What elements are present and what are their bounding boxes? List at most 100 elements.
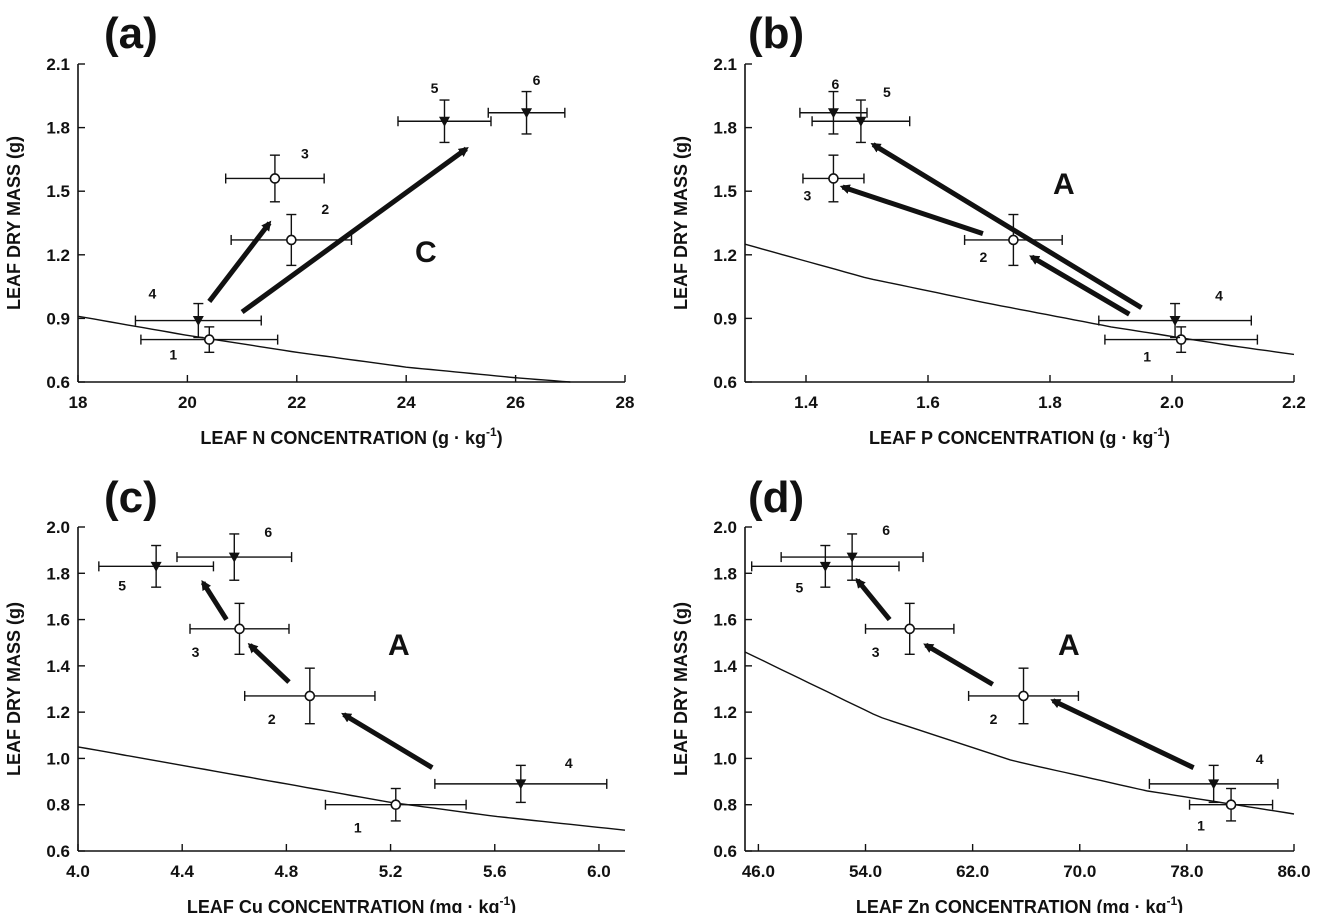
x-tick-label: 4.4 bbox=[170, 862, 194, 881]
y-tick-label: 0.8 bbox=[46, 796, 70, 815]
y-tick-label: 2.1 bbox=[713, 55, 737, 74]
y-tick-label: 1.8 bbox=[713, 564, 737, 583]
x-tick-label: 70.0 bbox=[1063, 862, 1096, 881]
y-tick-label: 1.6 bbox=[713, 611, 737, 630]
panel-label: (d) bbox=[748, 473, 804, 522]
point-label: 1 bbox=[1197, 818, 1205, 834]
fit-curve bbox=[744, 243, 1295, 356]
panel-label: (a) bbox=[104, 9, 158, 58]
point-label: 1 bbox=[1143, 349, 1151, 365]
panel-b: (b) 1.4 1.6 1.8 2.0 2.2 0.6 0.9 1.2 1.5 1.8 2.1 LEAF… bbox=[671, 9, 1306, 448]
trend-arrow bbox=[207, 220, 272, 303]
data-point-filled-triangle bbox=[1169, 316, 1181, 327]
y-tick-label: 1.2 bbox=[46, 246, 70, 265]
panel-label: (c) bbox=[104, 473, 158, 522]
x-tick-label: 5.2 bbox=[379, 862, 403, 881]
data-point-open-circle bbox=[828, 173, 839, 184]
trend-arrow bbox=[923, 642, 994, 687]
data-point-open-circle bbox=[234, 623, 245, 635]
x-axis-title: LEAF Cu CONCENTRATION (mg · kg-1) bbox=[187, 894, 516, 913]
point-label: 4 bbox=[1256, 751, 1264, 767]
y-tick-label: 1.2 bbox=[46, 703, 70, 722]
point-label: 5 bbox=[883, 84, 891, 100]
panel-label: (b) bbox=[748, 9, 804, 58]
y-tick-label: 1.0 bbox=[713, 749, 737, 768]
y-tick-label: 0.8 bbox=[713, 796, 737, 815]
data-point-filled-triangle bbox=[150, 561, 162, 572]
data-point-filled-triangle bbox=[827, 108, 839, 119]
point-label: 4 bbox=[1215, 288, 1223, 304]
point-label: 6 bbox=[832, 76, 840, 92]
x-axis-title: LEAF P CONCENTRATION (g · kg-1) bbox=[869, 425, 1170, 448]
data-point-filled-triangle bbox=[521, 108, 533, 119]
y-tick-label: 1.4 bbox=[713, 657, 737, 676]
data-point-open-circle bbox=[1225, 799, 1237, 811]
data-point-filled-triangle bbox=[846, 552, 858, 563]
y-tick-label: 1.4 bbox=[46, 657, 70, 676]
data-point-open-circle bbox=[269, 173, 281, 184]
data-point-filled-triangle bbox=[515, 779, 527, 790]
y-axis-title: LEAF DRY MASS (g) bbox=[4, 602, 24, 776]
point-label: 5 bbox=[118, 577, 126, 593]
x-tick-label: 26 bbox=[506, 393, 525, 412]
region-letter: A bbox=[1058, 629, 1080, 662]
x-axis-title: LEAF N CONCENTRATION (g · kg-1) bbox=[200, 425, 502, 448]
data-point-open-circle bbox=[286, 234, 297, 246]
x-tick-label: 62.0 bbox=[956, 862, 989, 881]
point-label: 3 bbox=[301, 145, 309, 161]
y-tick-label: 1.8 bbox=[46, 119, 70, 138]
y-tick-label: 2.0 bbox=[46, 518, 70, 537]
point-label: 2 bbox=[980, 249, 988, 265]
data-point-open-circle bbox=[1018, 690, 1029, 702]
point-label: 6 bbox=[533, 72, 541, 88]
point-label: 2 bbox=[321, 201, 329, 217]
y-tick-label: 1.8 bbox=[713, 119, 737, 138]
point-label: 3 bbox=[192, 644, 200, 660]
y-tick-label: 1.0 bbox=[46, 749, 70, 768]
y-tick-label: 1.8 bbox=[46, 564, 70, 583]
trend-arrow bbox=[855, 577, 892, 622]
fit-curve bbox=[744, 651, 1295, 815]
y-axis-title: LEAF DRY MASS (g) bbox=[4, 136, 24, 310]
panel-d: (d)46.0 54.0 62.0 70.0 78.0 86.00.60.81.01.21… bbox=[671, 473, 1311, 913]
data-point-filled-triangle bbox=[438, 116, 450, 127]
y-axis-title: LEAF DRY MASS (g) bbox=[671, 136, 691, 310]
point-label: 3 bbox=[804, 187, 812, 203]
y-tick-label: 0.6 bbox=[713, 842, 737, 861]
x-tick-label: 78.0 bbox=[1170, 862, 1203, 881]
y-tick-label: 0.9 bbox=[46, 309, 70, 328]
y-tick-label: 1.5 bbox=[713, 182, 737, 201]
data-point-open-circle bbox=[203, 334, 215, 345]
trend-arrow bbox=[200, 580, 229, 621]
x-axis-title: LEAF Zn CONCENTRATION (mg · kg-1) bbox=[856, 894, 1183, 913]
data-point-open-circle bbox=[1008, 234, 1019, 246]
x-tick-label: 2.2 bbox=[1282, 393, 1306, 412]
x-tick-label: 20 bbox=[178, 393, 197, 412]
trend-arrow bbox=[870, 142, 1143, 310]
trend-arrow bbox=[1029, 254, 1131, 317]
y-axis-title: LEAF DRY MASS (g) bbox=[671, 602, 691, 776]
y-tick-label: 1.6 bbox=[46, 611, 70, 630]
x-tick-label: 2.0 bbox=[1160, 393, 1184, 412]
point-label: 6 bbox=[264, 524, 272, 540]
x-tick-label: 4.0 bbox=[66, 862, 90, 881]
data-point-filled-triangle bbox=[228, 552, 240, 563]
fit-curve bbox=[77, 746, 626, 831]
region-letter: A bbox=[388, 629, 410, 662]
data-point-filled-triangle bbox=[1208, 779, 1220, 790]
point-label: 1 bbox=[169, 347, 177, 363]
trend-arrow bbox=[839, 184, 984, 236]
panel-c: (c) 4.0 4.4 4.8 5.2 5.6 6.0 0.6 0.8 1.0 1.2 1.4 1.6 1… bbox=[4, 473, 626, 913]
x-tick-label: 1.4 bbox=[794, 393, 818, 412]
point-label: 1 bbox=[354, 820, 362, 836]
region-letter: A bbox=[1053, 168, 1075, 201]
point-label: 5 bbox=[431, 80, 439, 96]
y-tick-label: 1.5 bbox=[46, 182, 70, 201]
x-tick-label: 28 bbox=[616, 393, 635, 412]
y-tick-label: 1.2 bbox=[713, 703, 737, 722]
data-point-open-circle bbox=[1175, 334, 1187, 345]
data-point-filled-triangle bbox=[192, 316, 204, 327]
x-tick-label: 18 bbox=[69, 393, 88, 412]
region-letter: C bbox=[415, 236, 437, 269]
